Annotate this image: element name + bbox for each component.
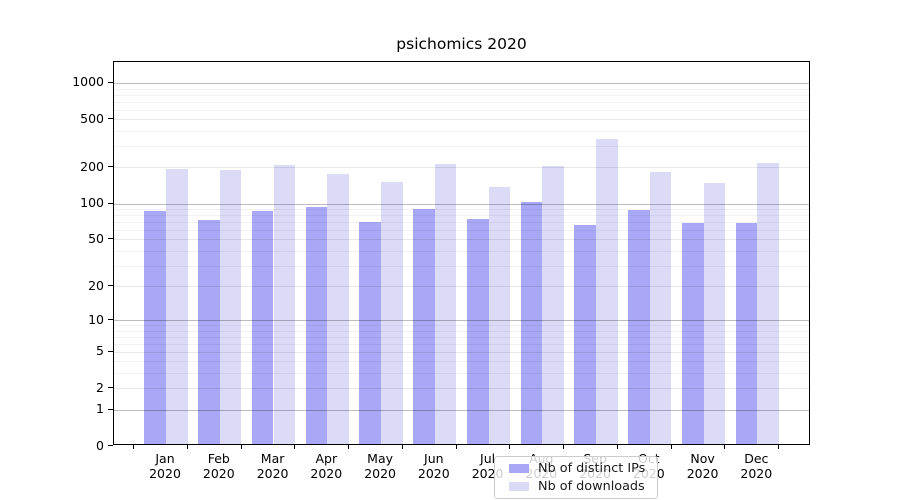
x-tick-mark-3 <box>294 445 296 449</box>
x-tick-mark-10 <box>670 445 672 449</box>
bar-distinct-ips-apr <box>305 207 328 444</box>
month-label: Mar <box>260 451 285 466</box>
bar-downloads-aug <box>542 166 564 444</box>
bar-downloads-sep <box>596 139 618 444</box>
x-tick-label-jun: Jun 2020 <box>418 451 450 481</box>
month-label: Feb <box>207 451 230 466</box>
bar-distinct-ips-jun <box>413 208 435 444</box>
month-label: Jul <box>480 451 496 466</box>
bar-downloads-jan <box>166 168 188 444</box>
x-tick-label-feb: Feb 2020 <box>203 451 235 481</box>
year-label: 2020 <box>686 466 719 481</box>
legend-row-downloads: Nb of downloads <box>509 479 647 494</box>
bar-downloads-oct <box>649 171 672 444</box>
x-tick-label-apr: Apr 2020 <box>310 451 342 481</box>
y-tick-mark-100 <box>108 202 113 204</box>
bar-distinct-ips-feb <box>198 220 220 444</box>
y-tick-label-20: 20 <box>88 277 104 293</box>
x-tick-label-dec: Dec 2020 <box>740 451 772 481</box>
bar-downloads-apr <box>327 173 349 444</box>
x-tick-mark-12 <box>778 445 779 449</box>
bar-distinct-ips-oct <box>628 209 650 444</box>
x-tick-mark-8 <box>563 445 564 449</box>
bar-downloads-jul <box>488 187 511 444</box>
x-tick-label-nov: Nov 2020 <box>687 451 719 481</box>
bar-distinct-ips-sep <box>574 225 597 444</box>
x-tick-label-may: May 2020 <box>364 451 396 481</box>
x-tick-mark-2 <box>240 445 242 449</box>
x-tick-label-mar: Mar 2020 <box>257 451 289 481</box>
bar-distinct-ips-dec <box>735 223 758 444</box>
month-label: Dec <box>744 451 769 466</box>
legend-row-distinct-ips: Nb of distinct IPs <box>509 461 647 476</box>
month-label: Nov <box>690 451 715 466</box>
bars-layer <box>114 62 809 444</box>
legend-label-downloads: Nb of downloads <box>538 478 645 494</box>
y-tick-mark-20 <box>108 285 113 286</box>
month-label: May <box>367 451 394 466</box>
y-tick-label-1: 1 <box>96 401 104 417</box>
bar-distinct-ips-may <box>359 222 381 444</box>
legend: Nb of distinct IPs Nb of downloads <box>494 456 658 499</box>
y-tick-label-5: 5 <box>96 343 104 359</box>
legend-swatch-distinct-ips <box>509 464 529 474</box>
bar-distinct-ips-jan <box>144 211 167 444</box>
y-tick-label-200: 200 <box>80 158 104 174</box>
y-tick-label-50: 50 <box>88 230 104 246</box>
y-tick-mark-200 <box>108 166 113 168</box>
y-tick-mark-5 <box>108 350 113 352</box>
y-tick-mark-10 <box>108 319 113 320</box>
x-tick-mark-4 <box>348 445 349 449</box>
bar-downloads-feb <box>219 170 242 444</box>
month-label: Jan <box>155 451 175 466</box>
x-tick-mark-11 <box>724 445 726 449</box>
year-label: 2020 <box>740 466 773 481</box>
y-tick-mark-0 <box>108 445 113 446</box>
bar-downloads-may <box>381 181 403 444</box>
plot-area: Nb of distinct IPs Nb of downloads <box>113 61 810 499</box>
x-tick-mark-5 <box>401 445 403 449</box>
y-tick-mark-2 <box>108 387 113 389</box>
bar-downloads-jun <box>434 163 457 444</box>
bar-downloads-nov <box>703 182 726 444</box>
y-tick-mark-500 <box>108 118 113 120</box>
legend-label-distinct-ips: Nb of distinct IPs <box>538 461 646 477</box>
y-tick-mark-1000 <box>108 81 113 83</box>
y-tick-label-500: 500 <box>80 110 104 126</box>
bar-downloads-dec <box>757 162 779 444</box>
y-tick-label-1000: 1000 <box>72 74 104 90</box>
y-tick-mark-1 <box>108 408 113 410</box>
x-tick-mark-7 <box>509 445 511 449</box>
year-label: 2020 <box>149 466 181 481</box>
x-tick-mark-9 <box>616 445 618 449</box>
y-tick-label-0: 0 <box>96 437 104 453</box>
year-label: 2020 <box>417 466 450 481</box>
x-tick-label-jan: Jan 2020 <box>149 451 181 481</box>
year-label: 2020 <box>364 466 396 481</box>
bar-distinct-ips-mar <box>251 211 274 444</box>
y-tick-label-100: 100 <box>80 195 104 210</box>
month-label: Jun <box>424 451 444 466</box>
y-tick-label-2: 2 <box>96 379 104 395</box>
bar-distinct-ips-nov <box>681 223 704 444</box>
y-tick-label-10: 10 <box>88 311 104 327</box>
x-tick-mark-6 <box>455 445 457 449</box>
year-label: 2020 <box>202 466 235 481</box>
chart-title: psichomics 2020 <box>396 35 527 53</box>
bar-distinct-ips-jul <box>466 219 489 444</box>
y-tick-mark-50 <box>108 238 113 240</box>
year-label: 2020 <box>310 466 343 481</box>
x-tick-mark-0 <box>133 445 134 449</box>
bar-downloads-mar <box>273 165 296 444</box>
x-tick-mark-1 <box>186 445 188 449</box>
legend-swatch-downloads <box>509 481 529 491</box>
month-label: Apr <box>315 451 338 466</box>
bar-distinct-ips-aug <box>520 201 543 444</box>
year-label: 2020 <box>256 466 289 481</box>
